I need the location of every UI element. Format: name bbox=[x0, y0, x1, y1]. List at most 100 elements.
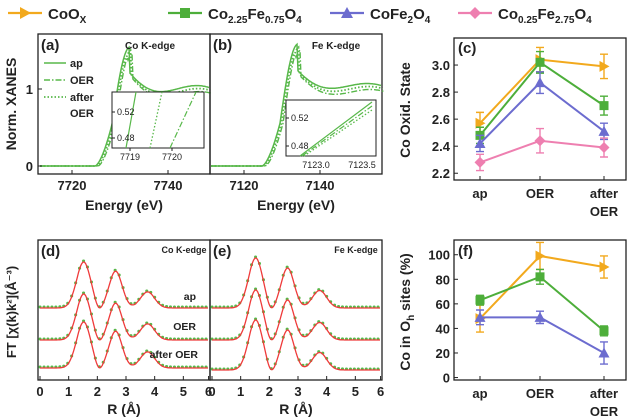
panel-e: (e) Fe K-edge 0 1 2 3 4 5 6 R (Å) bbox=[208, 240, 384, 417]
f-plot-xtick-label-2-0: after bbox=[590, 386, 618, 401]
f-plot-xtick-label-1-0: OER bbox=[526, 386, 555, 401]
panel-b-inset: 0.52 0.48 7123.0 7123.5 bbox=[286, 100, 376, 170]
d-xticks-label-2: 2 bbox=[94, 384, 101, 399]
c-plot-point-co025-2 bbox=[599, 142, 610, 153]
f-plot-ytick-label-2: 40 bbox=[436, 321, 450, 336]
e-curves-fit-2 bbox=[212, 320, 380, 370]
legend-label-cofe2o4: CoFe2O4 bbox=[370, 6, 431, 26]
panel-b-inset-xtick-1: 7123.0 bbox=[302, 160, 330, 170]
panel-a-tag: (a) bbox=[41, 37, 59, 54]
panel-f-ylabel-part-2: O bbox=[397, 321, 413, 332]
panel-a-inset: 7719 7720 0.52 0.48 bbox=[112, 92, 204, 162]
panel-a-inset-ytick-1: 0.52 bbox=[117, 107, 135, 117]
c-plot-point-co225-2 bbox=[600, 101, 609, 110]
c-plot-xtick-label-0-0: ap bbox=[472, 186, 487, 201]
panel-a-ylabel: Norm. XANES bbox=[3, 58, 19, 151]
panel-d-label-after-oer: after OER bbox=[150, 349, 199, 361]
d-xticks-label-4: 4 bbox=[151, 384, 159, 399]
panel-d-label-ap: ap bbox=[184, 291, 196, 303]
panel-c-tag: (c) bbox=[458, 40, 476, 57]
c-plot-point-cofe2o4-1 bbox=[535, 77, 546, 87]
legend-label-after: after bbox=[70, 92, 95, 104]
panel-a-xtick-2: 7740 bbox=[154, 178, 183, 193]
legend-label-oer: OER bbox=[70, 75, 94, 87]
f-plot-ytick-label-3: 60 bbox=[436, 297, 450, 312]
panel-e-tag: (e) bbox=[213, 243, 231, 260]
c-plot-xtick-label-2-0: after bbox=[590, 186, 618, 201]
d-xticks-label-5: 5 bbox=[180, 384, 187, 399]
f-plot-ytick-label-0: 0 bbox=[443, 371, 450, 386]
e-xticks-label-2: 2 bbox=[266, 384, 273, 399]
c-plot-ytick-label-1: 2.4 bbox=[432, 139, 451, 154]
panel-d-edge-label: Co K-edge bbox=[162, 245, 207, 255]
e-xticks-label-3: 3 bbox=[294, 384, 301, 399]
d-curves-data-0 bbox=[40, 261, 206, 307]
panel-e-frame bbox=[210, 240, 382, 380]
f-plot-line-coox bbox=[480, 256, 604, 319]
e-xticks-label-0: 0 bbox=[208, 384, 215, 399]
legend-label-co225: Co2.25Fe0.75O4 bbox=[208, 6, 302, 26]
panel-c: 2.22.42.62.83.0ap OER afterOER (c) Co Oxid… bbox=[397, 38, 626, 219]
legend-marker-co025 bbox=[469, 7, 481, 19]
e-curves-data-0 bbox=[212, 257, 378, 307]
c-plot-point-co225-1 bbox=[536, 58, 545, 67]
f-plot-xtick-label-2-1: OER bbox=[590, 404, 619, 418]
c-plot-ytick-label-4: 3.0 bbox=[432, 58, 450, 73]
panel-a-inset-ytick-2: 0.48 bbox=[117, 133, 135, 143]
panel-e-edge-label: Fe K-edge bbox=[334, 245, 378, 255]
d-xticks-label-0: 0 bbox=[36, 384, 43, 399]
d-xticks-label-3: 3 bbox=[122, 384, 129, 399]
f-plot-point-co225-2 bbox=[600, 326, 609, 335]
panel-b-tag: (b) bbox=[213, 37, 232, 54]
figure-legend: CoOX Co2.25Fe0.75O4 CoFe2O4 Co0.25Fe2.75O4 bbox=[8, 6, 592, 26]
panel-b-xtick-2: 7140 bbox=[306, 178, 335, 193]
legend-label-co025: Co0.25Fe2.75O4 bbox=[498, 6, 592, 26]
e-xticks-label-5: 5 bbox=[352, 384, 359, 399]
panel-b-xtick-1: 7120 bbox=[230, 178, 259, 193]
e-xticks-label-4: 4 bbox=[323, 384, 331, 399]
panel-e-curves bbox=[212, 257, 380, 370]
panel-e-xlabel: R (Å) bbox=[279, 401, 312, 417]
panel-c-ylabel: Co Oxid. State bbox=[397, 62, 413, 158]
panel-d: (d) Co K-edge ap OER after OER 0123456 F… bbox=[4, 240, 212, 417]
panel-a: (a) Co K-edge ap OER after OER 7719 7720… bbox=[3, 34, 212, 213]
f-plot-point-co225-1 bbox=[536, 272, 545, 281]
panel-a-xlabel: Energy (eV) bbox=[85, 197, 163, 213]
panel-b-inset-ytick-2: 0.48 bbox=[291, 141, 309, 151]
panel-b-inset-ytick-1: 0.52 bbox=[291, 113, 309, 123]
panel-d-label-oer: OER bbox=[173, 321, 196, 333]
panel-f-ylabel-part-1: Co in bbox=[397, 332, 413, 371]
e-xticks-label-1: 1 bbox=[237, 384, 244, 399]
f-plot-xtick-label-0-0: ap bbox=[472, 386, 487, 401]
panel-b: (b) Fe K-edge 0.52 0.48 7123.0 7123.5 71… bbox=[210, 34, 384, 213]
panel-a-curve-legend: ap OER after OER bbox=[44, 58, 95, 120]
f-plot-line-co225 bbox=[480, 277, 604, 331]
panel-d-tag: (d) bbox=[41, 243, 60, 260]
e-curves-fit-1 bbox=[212, 290, 380, 340]
panel-a-ytick-1: 1 bbox=[26, 82, 33, 97]
f-plot-point-cofe2o4-2 bbox=[599, 347, 610, 357]
legend-label-ap: ap bbox=[70, 58, 83, 70]
f-plot-ytick-label-1: 20 bbox=[436, 346, 450, 361]
f-plot-ytick-label-4: 80 bbox=[436, 272, 450, 287]
panel-f-tag: (f) bbox=[458, 243, 473, 260]
c-plot-xtick-label-2-1: OER bbox=[590, 204, 619, 219]
panel-a-inset-xtick-2: 7720 bbox=[162, 152, 182, 162]
e-curves-data-1 bbox=[212, 289, 378, 339]
panel-d-xlabel: R (Å) bbox=[107, 401, 140, 417]
panel-b-edge-label: Fe K-edge bbox=[312, 41, 361, 52]
panel-f: 0 20 40 60 80 100 ap OER after OER (f) Co in Oh s… bbox=[397, 240, 626, 418]
legend-label-coox: CoOX bbox=[48, 6, 87, 26]
e-xticks-label-6: 6 bbox=[377, 384, 384, 399]
panel-b-xlabel: Energy (eV) bbox=[257, 197, 335, 213]
e-curves-fit-0 bbox=[212, 258, 380, 308]
c-plot-ytick-label-2: 2.6 bbox=[432, 112, 450, 127]
legend-marker-co225 bbox=[180, 8, 190, 18]
panel-a-ytick-0: 0 bbox=[26, 159, 33, 174]
f-plot-point-co225-0 bbox=[476, 296, 485, 305]
panel-f-ylabel: Co in Oh sites (%) bbox=[397, 253, 417, 370]
f-plot-ytick-label-5: 100 bbox=[428, 248, 450, 263]
panel-a-edge-label: Co K-edge bbox=[125, 41, 175, 52]
c-plot-ytick-label-3: 2.8 bbox=[432, 85, 450, 100]
